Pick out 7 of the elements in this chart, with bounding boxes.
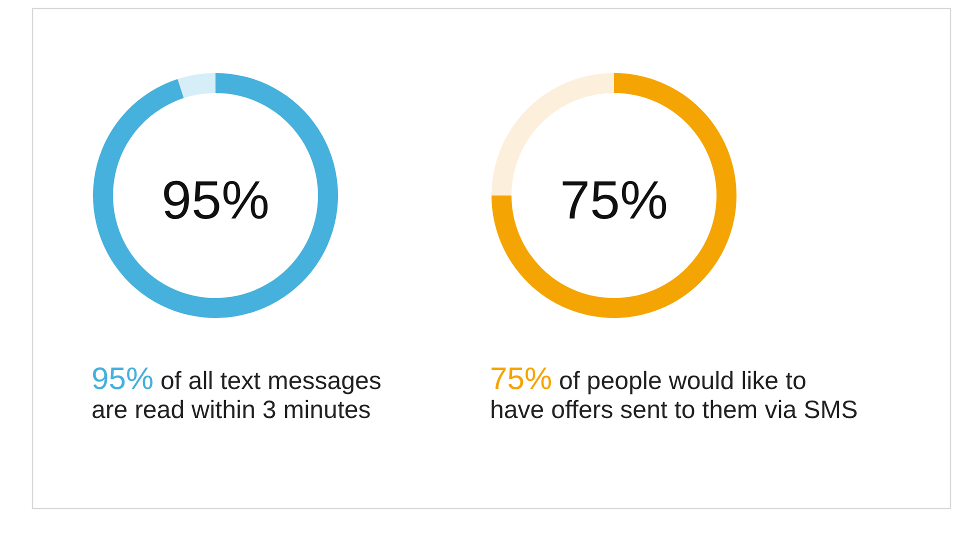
donut-slice — [93, 73, 338, 318]
donut-slice — [178, 73, 216, 98]
text: 75% — [560, 170, 668, 230]
donut-slice — [492, 73, 736, 318]
text: 95% — [161, 170, 270, 230]
text: 75% of people would like to have offers sent to them via SMS — [490, 361, 858, 424]
text: 95% of all text messages are read within 3 minutes — [92, 361, 382, 424]
